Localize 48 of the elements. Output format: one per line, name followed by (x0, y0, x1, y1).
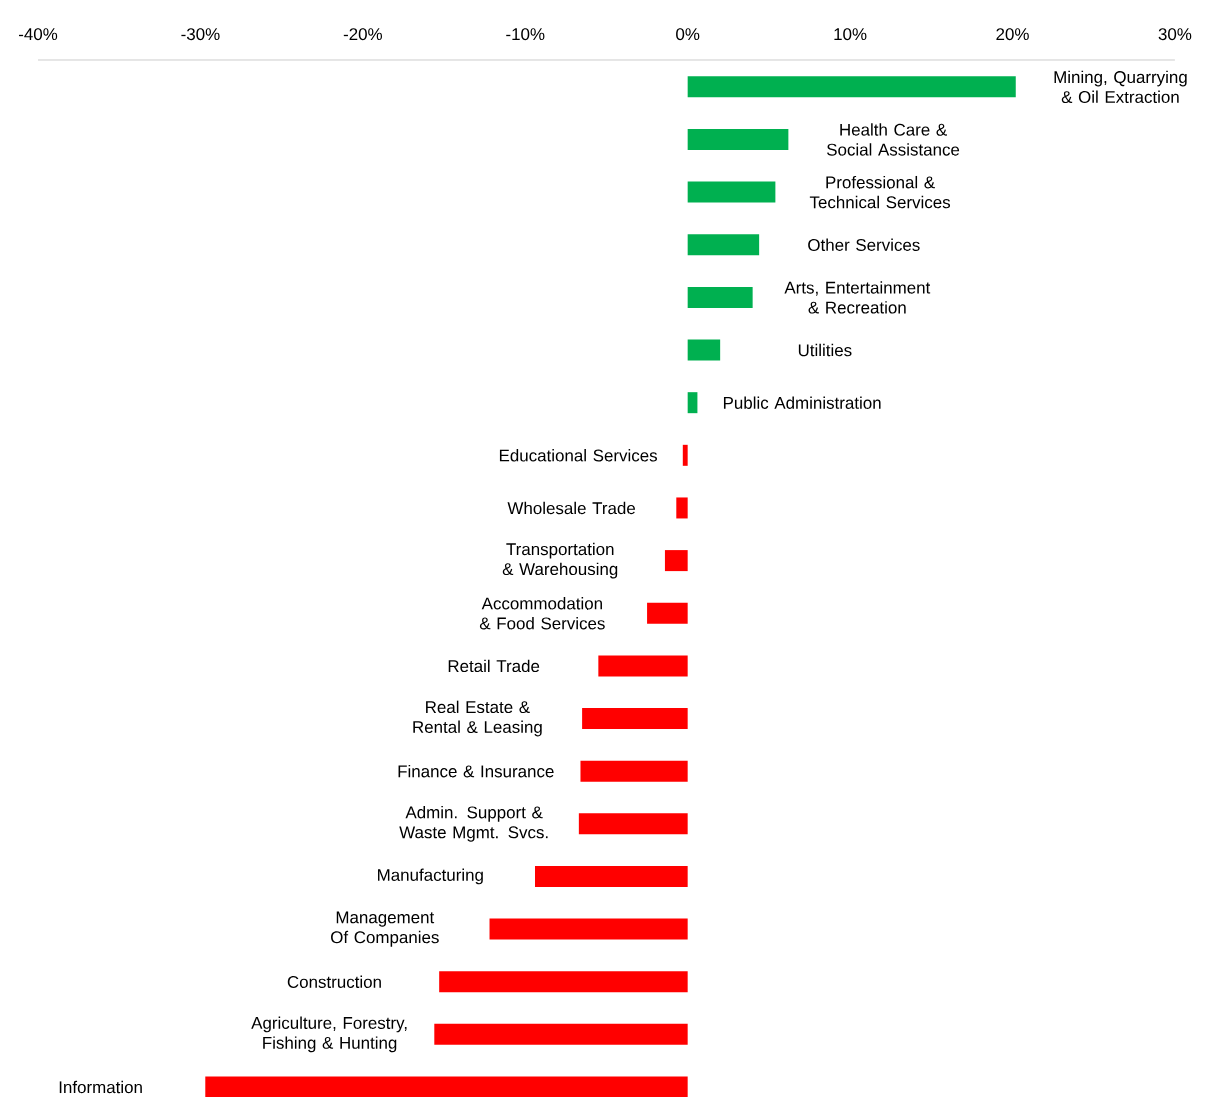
bar (687, 76, 1016, 98)
y-tick-label: Arts, Entertainment & Recreation (784, 281, 931, 314)
bar (687, 286, 753, 308)
y-tick-label: Wholesale Trade (507, 501, 636, 515)
y-tick-label: Educational Services (499, 449, 658, 462)
x-tick-label: -30% (181, 28, 220, 41)
bar (578, 813, 688, 835)
x-tick-label: 30% (1158, 28, 1192, 41)
y-tick-label: Utilities (798, 343, 852, 357)
y-tick-label: Admin. Support & Waste Mgmt. Svcs. (399, 805, 548, 842)
x-tick-label: 0% (676, 28, 700, 41)
y-tick-label: Mining, Quarrying & Oil Extraction (1054, 70, 1187, 104)
bar (687, 181, 776, 203)
bar (439, 971, 688, 993)
y-tick-label: Construction (287, 975, 381, 988)
bar (687, 392, 698, 414)
bar (687, 234, 760, 256)
x-tick-label: -10% (506, 28, 545, 41)
bar (535, 865, 688, 887)
y-tick-label: Accommodation & Food Services (479, 597, 605, 630)
y-tick-label: Professional & Technical Services (809, 175, 951, 209)
x-tick-label: -20% (343, 28, 382, 41)
x-tick-label: -40% (18, 28, 58, 41)
bar (205, 1076, 688, 1097)
y-tick-label: Retail Trade (448, 659, 540, 673)
y-tick-label: Management Of Companies (331, 911, 439, 947)
bar (664, 550, 688, 572)
bar (687, 128, 789, 150)
bar (598, 655, 688, 677)
y-tick-label: Finance & Insurance (398, 764, 554, 778)
bar (434, 1023, 688, 1045)
bar (676, 497, 688, 519)
x-tick-label: 20% (996, 28, 1029, 41)
y-tick-label: Real Estate & Rental & Leasing (413, 700, 542, 737)
y-tick-label: Public Administration (723, 396, 881, 409)
y-tick-label: Information (59, 1080, 142, 1094)
y-tick-label: Other Services (808, 238, 920, 251)
bar (647, 602, 688, 624)
bar (582, 708, 688, 730)
bar (682, 444, 688, 466)
y-tick-label: Health Care & Social Assistance (827, 123, 960, 156)
y-tick-label: Transportation & Warehousing (502, 542, 618, 579)
y-tick-label: Agriculture, Forestry, Fishing & Hunting (251, 1016, 407, 1053)
bar (687, 339, 721, 361)
bar (489, 918, 688, 940)
bar (580, 760, 688, 782)
x-tick-label: 10% (834, 28, 867, 41)
y-tick-label: Manufacturing (378, 868, 483, 885)
